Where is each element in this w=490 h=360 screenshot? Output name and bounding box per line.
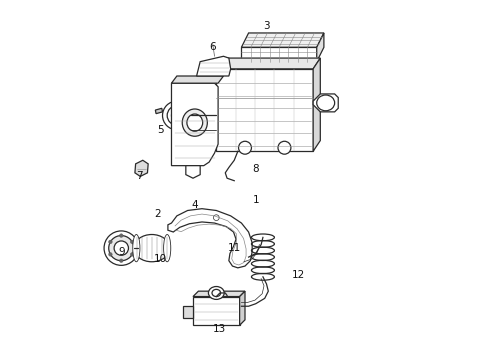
Ellipse shape <box>239 141 251 154</box>
Polygon shape <box>172 83 218 166</box>
Text: 13: 13 <box>213 324 226 334</box>
Polygon shape <box>135 160 148 176</box>
Polygon shape <box>186 166 200 178</box>
Ellipse shape <box>214 215 219 221</box>
Ellipse shape <box>164 234 171 262</box>
Polygon shape <box>313 94 338 112</box>
Text: 1: 1 <box>252 195 259 205</box>
Ellipse shape <box>120 259 123 262</box>
Polygon shape <box>216 58 320 69</box>
Text: 12: 12 <box>292 270 305 280</box>
Ellipse shape <box>317 95 335 111</box>
Ellipse shape <box>130 240 134 244</box>
Ellipse shape <box>167 106 187 125</box>
Ellipse shape <box>182 109 207 136</box>
Ellipse shape <box>109 240 112 244</box>
Polygon shape <box>242 33 324 47</box>
Polygon shape <box>193 291 245 297</box>
Polygon shape <box>317 33 324 62</box>
Polygon shape <box>313 58 320 151</box>
Ellipse shape <box>133 234 140 262</box>
Ellipse shape <box>208 287 224 300</box>
Polygon shape <box>193 297 240 325</box>
Polygon shape <box>172 76 223 83</box>
Text: 7: 7 <box>136 171 143 181</box>
Ellipse shape <box>278 141 291 154</box>
Text: 10: 10 <box>154 254 167 264</box>
Polygon shape <box>183 306 193 318</box>
Polygon shape <box>155 108 163 114</box>
Text: 11: 11 <box>228 243 241 253</box>
Text: 9: 9 <box>118 247 124 257</box>
Polygon shape <box>242 47 317 62</box>
Text: 3: 3 <box>263 21 270 31</box>
Polygon shape <box>216 69 313 151</box>
Text: 2: 2 <box>154 209 160 219</box>
Text: 5: 5 <box>157 125 164 135</box>
Text: 4: 4 <box>192 200 198 210</box>
Polygon shape <box>168 209 252 268</box>
Text: 6: 6 <box>209 42 216 52</box>
Ellipse shape <box>187 114 203 131</box>
Ellipse shape <box>109 253 112 256</box>
Polygon shape <box>196 56 231 76</box>
Polygon shape <box>240 291 245 325</box>
Ellipse shape <box>172 110 182 121</box>
Text: 8: 8 <box>252 164 259 174</box>
Ellipse shape <box>114 241 128 255</box>
Ellipse shape <box>120 234 123 237</box>
Ellipse shape <box>212 289 220 297</box>
Ellipse shape <box>109 235 134 261</box>
Ellipse shape <box>104 231 139 265</box>
Ellipse shape <box>163 101 191 130</box>
Ellipse shape <box>130 253 134 256</box>
Ellipse shape <box>134 234 170 262</box>
